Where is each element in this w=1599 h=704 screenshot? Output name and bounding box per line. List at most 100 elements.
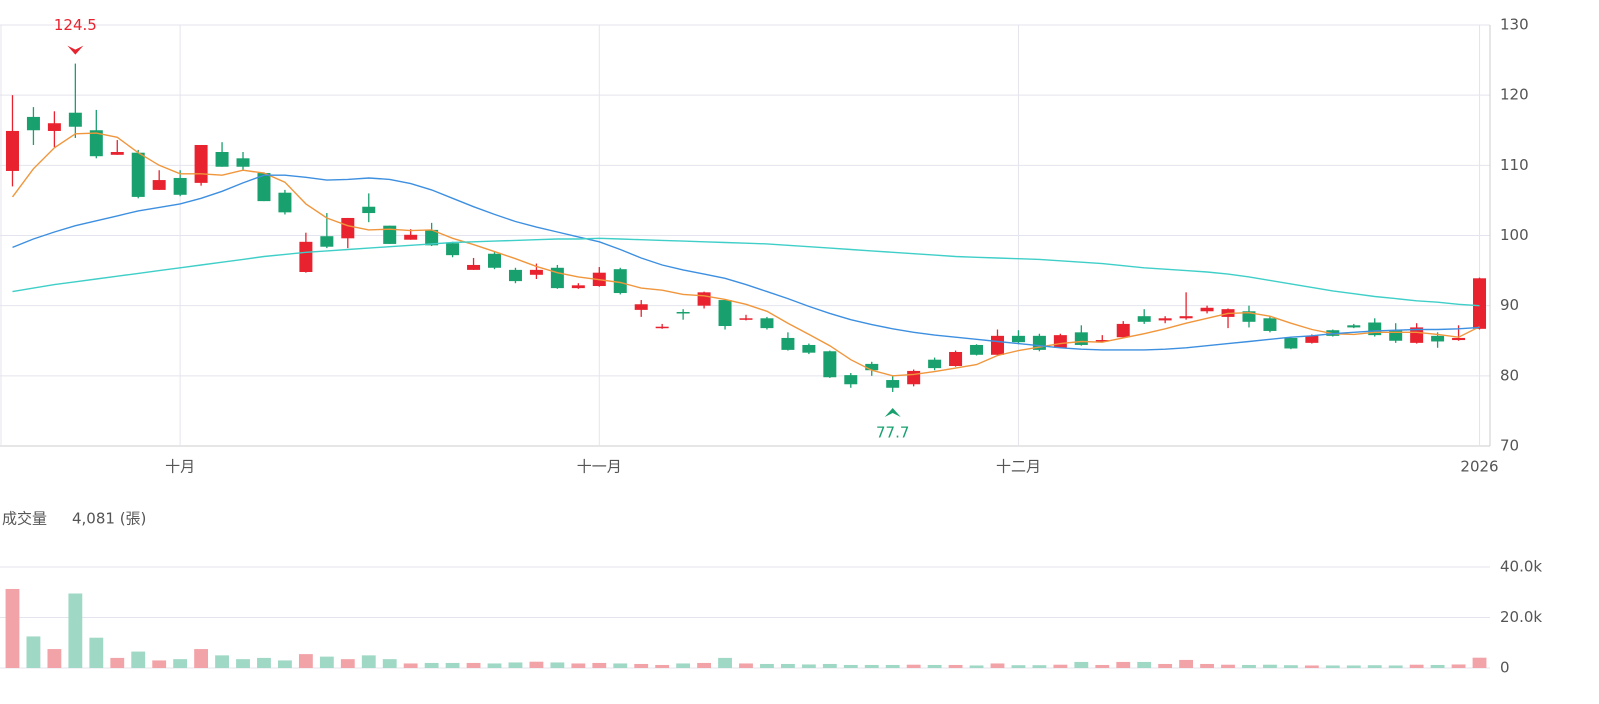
volume-bar bbox=[1430, 664, 1445, 668]
candle-body bbox=[865, 363, 879, 371]
candle-body bbox=[676, 311, 690, 314]
volume-bar bbox=[1095, 664, 1110, 668]
candle-body bbox=[1137, 316, 1151, 322]
volume-bar bbox=[1409, 664, 1424, 668]
candle-body bbox=[68, 112, 82, 127]
volume-bar bbox=[634, 663, 649, 668]
low-label: 77.7 bbox=[876, 423, 909, 441]
volume-bar bbox=[1200, 663, 1214, 668]
volume-bar bbox=[89, 637, 104, 668]
volume-bar bbox=[1304, 665, 1319, 668]
volume-bar bbox=[969, 665, 984, 668]
volume-bar bbox=[382, 659, 397, 668]
x-tick-label: 十月 bbox=[165, 458, 195, 476]
candle-body bbox=[173, 177, 187, 195]
y-tick-label: 90 bbox=[1500, 296, 1519, 314]
volume-bar bbox=[319, 656, 334, 668]
volume-bar bbox=[1137, 661, 1152, 668]
x-tick-label: 十二月 bbox=[996, 458, 1041, 476]
volume-bar bbox=[68, 593, 83, 668]
candle-body bbox=[970, 344, 984, 355]
candle-body bbox=[718, 300, 732, 327]
volume-bar bbox=[361, 655, 376, 668]
moving-average-line bbox=[12, 174, 1480, 351]
volume-bar bbox=[1472, 657, 1487, 668]
candle-body bbox=[467, 264, 481, 270]
candle-body bbox=[1263, 318, 1277, 331]
volume-bar bbox=[864, 664, 879, 668]
candle-body bbox=[1452, 337, 1466, 341]
candle-body bbox=[1053, 335, 1067, 348]
volume-bar bbox=[1388, 665, 1403, 668]
candle-body bbox=[110, 152, 124, 155]
y-tick-label: 120 bbox=[1500, 86, 1529, 104]
candle-body bbox=[299, 241, 313, 272]
volume-bar bbox=[47, 649, 62, 668]
volume-bar bbox=[1283, 665, 1298, 668]
candle-body bbox=[194, 144, 208, 183]
high-marker bbox=[67, 45, 84, 55]
volume-bar bbox=[592, 662, 607, 668]
volume-bar bbox=[424, 662, 439, 668]
candle-body bbox=[341, 217, 355, 239]
volume-readout: 4,081 (張) bbox=[72, 510, 146, 528]
candle-body bbox=[1305, 335, 1319, 343]
y-tick-label: 70 bbox=[1500, 437, 1519, 455]
candle-body bbox=[236, 158, 250, 167]
candle-body bbox=[529, 269, 543, 275]
volume-bar bbox=[1053, 664, 1068, 668]
volume-bar bbox=[613, 663, 628, 668]
candle-body bbox=[131, 152, 145, 197]
volume-bar bbox=[697, 662, 712, 668]
volume-bar bbox=[990, 663, 1005, 668]
candle-body bbox=[320, 236, 334, 247]
candle-body bbox=[990, 335, 1004, 355]
volume-bar bbox=[1346, 665, 1361, 668]
candle-body bbox=[634, 304, 648, 310]
volume-y-tick-label: 20.0k bbox=[1500, 608, 1542, 626]
candle-body bbox=[1242, 311, 1256, 322]
volume-bar bbox=[110, 657, 125, 668]
volume-bar bbox=[1011, 665, 1026, 668]
candle-body bbox=[257, 173, 271, 202]
low-marker bbox=[884, 407, 901, 417]
candle-body bbox=[215, 152, 229, 167]
candle-body bbox=[823, 351, 837, 378]
volume-bar bbox=[1242, 664, 1256, 668]
volume-bar bbox=[1367, 665, 1382, 668]
volume-bar bbox=[906, 664, 921, 668]
y-tick-label: 110 bbox=[1500, 156, 1529, 174]
volume-bar bbox=[780, 663, 795, 668]
volume-bar bbox=[466, 662, 481, 668]
y-tick-label: 80 bbox=[1500, 366, 1519, 384]
candle-body bbox=[1410, 327, 1424, 343]
candle-body bbox=[1179, 316, 1193, 319]
volume-bar bbox=[1116, 661, 1131, 668]
volume-bar bbox=[739, 663, 753, 668]
volume-bar bbox=[885, 664, 900, 668]
candle-body bbox=[152, 180, 166, 190]
volume-bar bbox=[173, 659, 188, 668]
volume-bar bbox=[1074, 661, 1089, 668]
moving-average-line bbox=[12, 237, 1480, 307]
candle-body bbox=[886, 380, 900, 388]
volume-bar bbox=[718, 657, 732, 668]
volume-bar bbox=[822, 663, 837, 668]
candle-body bbox=[697, 292, 711, 306]
candle-body bbox=[26, 116, 40, 131]
moving-average-line bbox=[11, 132, 1480, 377]
candle-body bbox=[47, 123, 61, 131]
candle-body bbox=[404, 234, 418, 240]
candle-body bbox=[89, 130, 103, 157]
volume-bar bbox=[508, 662, 523, 668]
candle-body bbox=[425, 229, 439, 246]
candle-body bbox=[907, 370, 921, 385]
candle-body bbox=[1347, 325, 1361, 328]
volume-bar bbox=[340, 659, 355, 668]
volume-bar bbox=[1221, 664, 1235, 668]
candle-body bbox=[1431, 335, 1445, 342]
volume-bar bbox=[571, 663, 586, 668]
volume-bar bbox=[550, 662, 565, 668]
candle-body bbox=[1158, 318, 1172, 321]
